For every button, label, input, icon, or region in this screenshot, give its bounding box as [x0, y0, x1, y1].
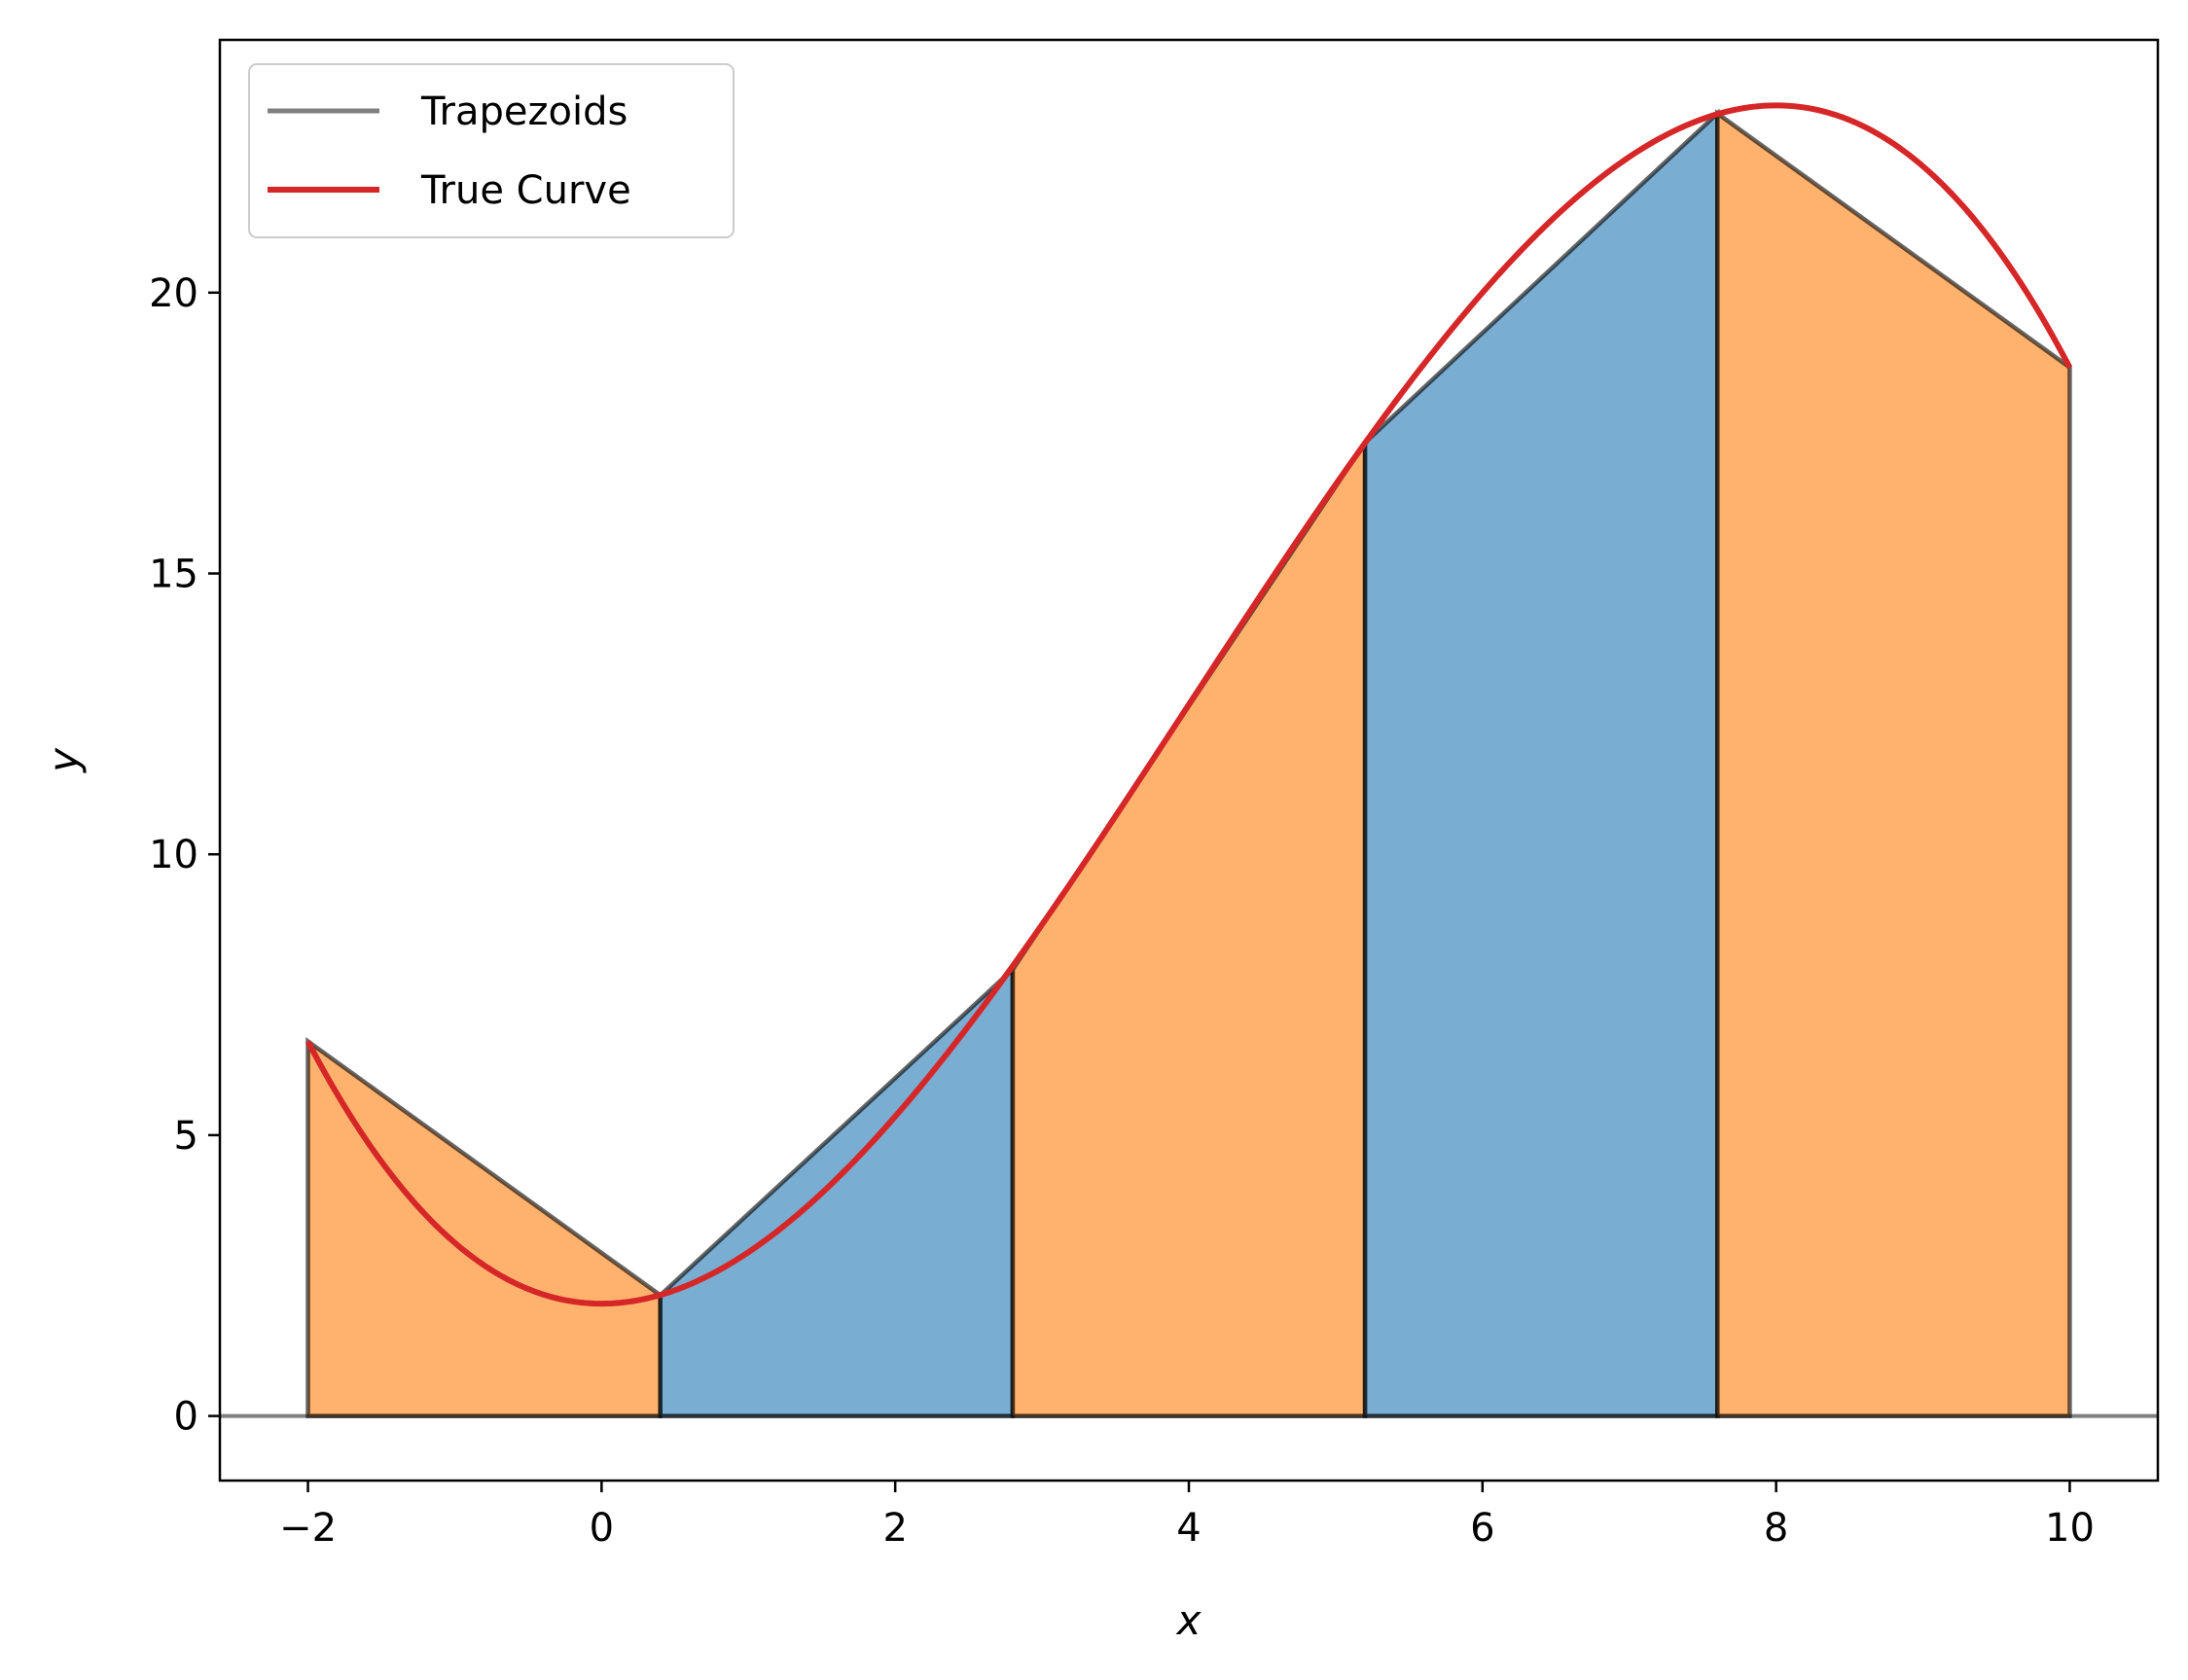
- x-axis-label: x: [1175, 1596, 1202, 1644]
- plot-area: [220, 102, 2158, 1418]
- legend: Trapezoids True Curve: [248, 63, 735, 238]
- x-tick-label: 0: [590, 1506, 614, 1551]
- legend-label-true-curve: True Curve: [420, 168, 631, 213]
- x-tick-label: 10: [2045, 1506, 2095, 1551]
- y-tick-label: 15: [149, 553, 198, 597]
- trapezoid: [1715, 109, 2072, 1418]
- trapezoid: [305, 1037, 663, 1418]
- x-tick-label: 4: [1176, 1506, 1201, 1551]
- y-tick-label: 20: [149, 271, 198, 316]
- legend-box: [248, 63, 735, 238]
- legend-label-trapezoids: Trapezoids: [420, 89, 628, 134]
- x-tick-label: 8: [1764, 1506, 1788, 1551]
- true-curve-line: [305, 102, 2073, 1307]
- x-tick-label: −2: [279, 1506, 337, 1551]
- y-axis-label: y: [40, 747, 88, 774]
- x-tick-label: 2: [882, 1506, 907, 1551]
- x-tick-label: 6: [1470, 1506, 1494, 1551]
- axis-ticks: −2 0 2 4 6 8 10 0 5 10 15 20: [149, 271, 2095, 1551]
- y-tick-label: 0: [174, 1395, 198, 1440]
- y-tick-label: 10: [149, 833, 198, 877]
- trapezoid: [1010, 435, 1368, 1418]
- y-tick-label: 5: [174, 1114, 198, 1159]
- trapezoid: [1362, 108, 1720, 1418]
